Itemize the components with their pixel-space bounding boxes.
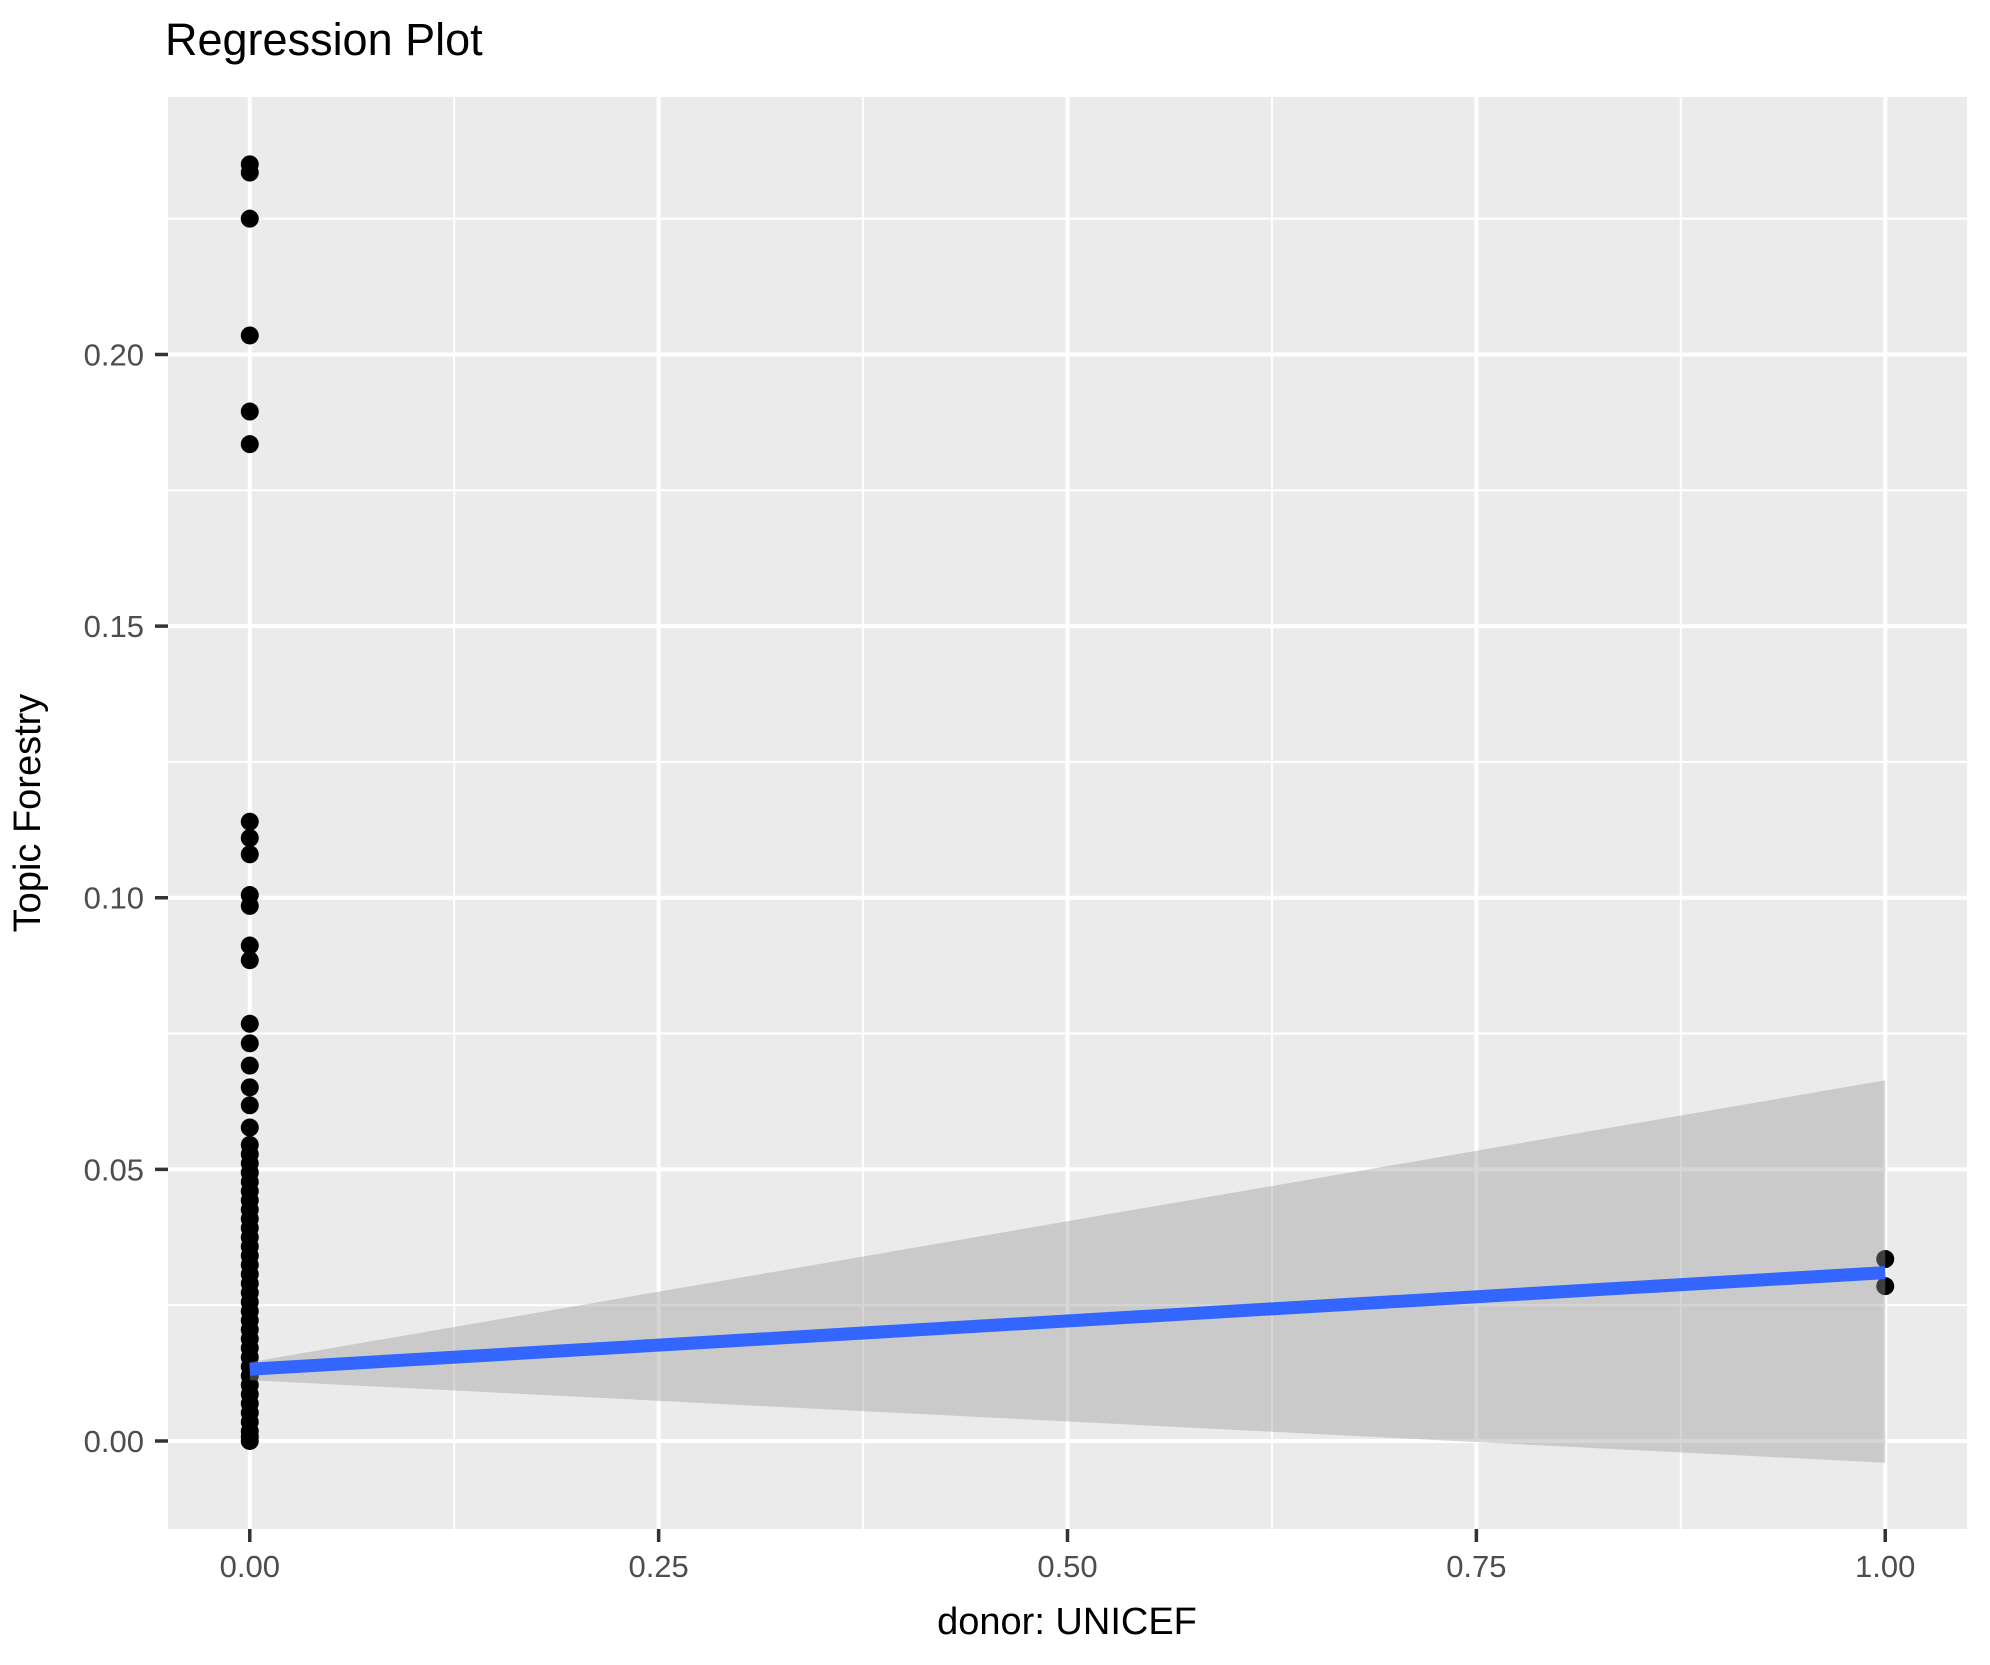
confidence-band — [249, 1080, 1886, 1463]
data-point — [240, 163, 259, 182]
data-point — [240, 1078, 259, 1097]
data-point — [240, 951, 259, 970]
data-point — [240, 1431, 259, 1450]
x-tick-label: 0.75 — [1446, 1549, 1506, 1584]
data-point — [240, 1118, 259, 1137]
data-point — [1876, 1250, 1895, 1269]
data-point — [240, 1034, 259, 1053]
y-tick-label: 0.15 — [84, 609, 144, 644]
plot-area: 0.00 0.25 0.50 0.75 1.00 0.00 0.05 0.10 0.15 0.20 — [84, 97, 1967, 1584]
data-point — [240, 845, 259, 864]
data-point — [240, 402, 259, 421]
data-point — [240, 1014, 259, 1033]
data-point — [240, 209, 259, 228]
x-tick-label: 0.50 — [1037, 1549, 1097, 1584]
x-tick-label: 0.25 — [628, 1549, 688, 1584]
x-axis-title: donor: UNICEF — [937, 1601, 1197, 1643]
chart-title: Regression Plot — [165, 14, 483, 65]
data-point — [240, 326, 259, 345]
x-tick-label: 1.00 — [1855, 1549, 1915, 1584]
data-point — [240, 435, 259, 454]
x-tick-label: 0.00 — [220, 1549, 280, 1584]
data-point — [240, 936, 259, 955]
y-tick-label: 0.05 — [84, 1152, 144, 1187]
data-point — [240, 812, 259, 831]
data-point — [240, 896, 259, 915]
data-point — [240, 1056, 259, 1075]
y-tick-label: 0.20 — [84, 337, 144, 372]
y-axis-title: Topic Forestry — [7, 694, 49, 933]
data-point — [240, 1096, 259, 1115]
y-tick-label: 0.10 — [84, 881, 144, 916]
regression-line — [249, 1266, 1886, 1376]
data-point — [240, 828, 259, 847]
data-point — [1876, 1277, 1895, 1296]
y-tick-label: 0.00 — [84, 1424, 144, 1459]
